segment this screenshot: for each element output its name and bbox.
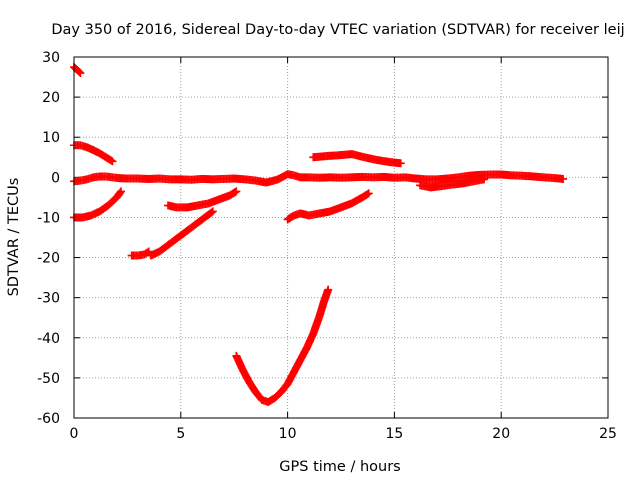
y-tick-label: -60: [37, 411, 60, 427]
data-point: [116, 188, 125, 197]
data-point: [364, 189, 373, 198]
data-point: [75, 68, 84, 77]
data-point: [363, 190, 372, 199]
x-tick-label: 5: [176, 426, 185, 442]
data-point: [231, 188, 240, 197]
y-tick-label: 30: [42, 50, 60, 66]
y-tick-label: 0: [51, 170, 60, 186]
data-series: [127, 247, 153, 260]
y-tick-label: -50: [37, 371, 60, 387]
plot-frame: [73, 56, 609, 419]
data-point: [107, 156, 116, 165]
y-axis-label: SDTVAR / TECUs: [6, 178, 22, 297]
data-series: [309, 150, 405, 168]
x-axis-label: GPS time / hours: [279, 459, 400, 475]
data-series: [232, 285, 333, 406]
data-point: [480, 175, 489, 184]
data-point: [116, 187, 125, 196]
y-tick-label: -10: [37, 210, 60, 226]
tick-labels: 0 5 10 15 20 25 -60 -50 -40 -30 -20 -10 0 10 20 30: [37, 50, 617, 442]
x-tick-label: 15: [385, 426, 403, 442]
x-tick-label: 10: [279, 426, 297, 442]
data-series: [70, 63, 85, 78]
data-point: [324, 285, 333, 294]
data-point: [232, 187, 241, 196]
data-series: [163, 187, 241, 212]
y-tick-label: -20: [37, 251, 60, 267]
x-tick-label: 25: [599, 426, 617, 442]
y-tick-label: -30: [37, 291, 60, 307]
data-series: [283, 189, 373, 224]
grid: [74, 57, 608, 418]
x-tick-label: 20: [492, 426, 510, 442]
data-point: [396, 159, 405, 168]
y-tick-label: 20: [42, 90, 60, 106]
chart-title: Day 350 of 2016, Sidereal Day-to-day VTE…: [51, 22, 624, 38]
data-point: [208, 207, 217, 216]
data-series: [146, 207, 217, 260]
data-point: [207, 208, 216, 217]
data-point: [559, 174, 568, 183]
data-series: [70, 141, 117, 166]
data-series: [416, 175, 489, 192]
data-point: [108, 157, 117, 166]
data-point: [76, 69, 85, 78]
data-series: [70, 187, 125, 222]
y-tick-label: -40: [37, 331, 60, 347]
x-tick-label: 0: [70, 426, 79, 442]
y-tick-label: 10: [42, 130, 60, 146]
